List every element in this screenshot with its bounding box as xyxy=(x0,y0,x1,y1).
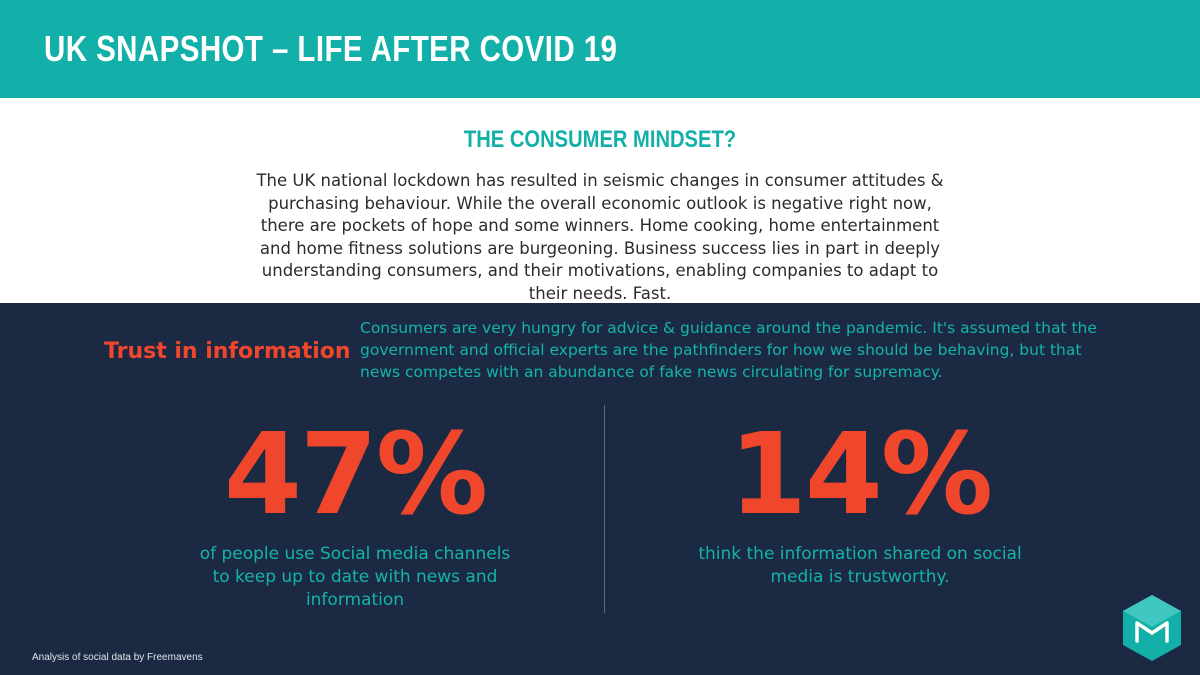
page-title: UK SNAPSHOT – LIFE AFTER COVID 19 xyxy=(44,28,618,69)
stat-description: of people use Social media channels to k… xyxy=(199,544,511,610)
trust-title: Trust in information xyxy=(104,339,351,364)
source-footnote: Analysis of social data by Freemavens xyxy=(32,652,203,663)
trust-section: Trust in information Consumers are very … xyxy=(0,303,1200,675)
stat-trustworthiness: 14% think the information shared on soci… xyxy=(690,415,1030,589)
stat-divider xyxy=(604,405,605,613)
trust-text: Consumers are very hungry for advice & g… xyxy=(360,319,1097,381)
stat-social-media-usage: 47% of people use Social media channels … xyxy=(190,415,520,612)
freemavens-logo-icon xyxy=(1123,595,1181,661)
stat-value: 47% xyxy=(223,410,488,540)
stat-value: 14% xyxy=(728,410,993,540)
consumer-mindset-section: THE CONSUMER MINDSET? The UK national lo… xyxy=(0,98,1200,303)
mindset-heading: THE CONSUMER MINDSET? xyxy=(463,126,737,153)
header-bar: UK SNAPSHOT – LIFE AFTER COVID 19 xyxy=(0,0,1200,98)
stat-description: think the information shared on social m… xyxy=(698,544,1022,587)
mindset-body: The UK national lockdown has resulted in… xyxy=(256,171,944,303)
